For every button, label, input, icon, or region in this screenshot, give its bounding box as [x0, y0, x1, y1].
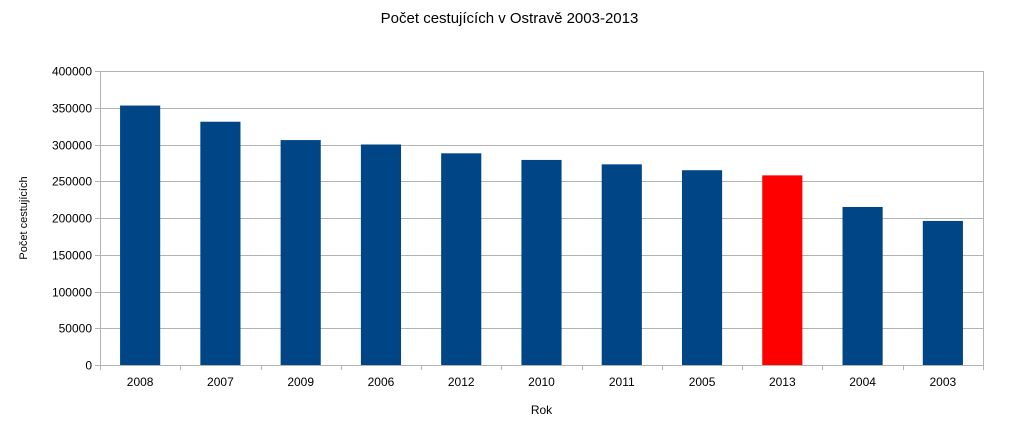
y-tick-label: 200000 [52, 212, 92, 226]
y-tick-label: 100000 [52, 286, 92, 300]
bar-2013 [762, 175, 803, 365]
bar-2006 [360, 144, 402, 365]
x-axis-title: Rok [530, 403, 553, 417]
x-tick-label: 2003 [930, 375, 957, 389]
bar-2003 [922, 220, 963, 365]
bar-2004 [842, 206, 883, 365]
bar-2008 [120, 105, 161, 366]
x-tick-label: 2006 [368, 375, 395, 389]
bar-2009 [280, 140, 321, 365]
y-tick-label: 50000 [59, 322, 93, 336]
x-tick-label: 2005 [689, 375, 716, 389]
y-tick-label: 300000 [52, 139, 92, 153]
x-tick-label: 2012 [448, 375, 475, 389]
chart-title: Počet cestujících v Ostravě 2003-2013 [380, 10, 639, 27]
x-tick-label: 2008 [127, 375, 154, 389]
bar-2007 [200, 121, 241, 365]
y-tick-label: 0 [85, 359, 92, 373]
x-tick-label: 2007 [207, 375, 234, 389]
y-tick-label: 150000 [52, 249, 92, 263]
x-tick-label: 2013 [769, 375, 796, 389]
bar-2005 [681, 170, 723, 365]
x-tick-label: 2009 [287, 375, 314, 389]
y-tick-label: 350000 [52, 102, 92, 116]
x-tick-label: 2010 [528, 375, 555, 389]
y-tick-label: 250000 [52, 175, 92, 189]
x-tick-label: 2011 [609, 375, 635, 389]
y-tick-label: 400000 [52, 65, 92, 79]
x-tick-label: 2004 [849, 375, 876, 389]
bar-2010 [521, 159, 562, 365]
bar-2011 [601, 164, 642, 365]
bar-2012 [441, 153, 482, 365]
